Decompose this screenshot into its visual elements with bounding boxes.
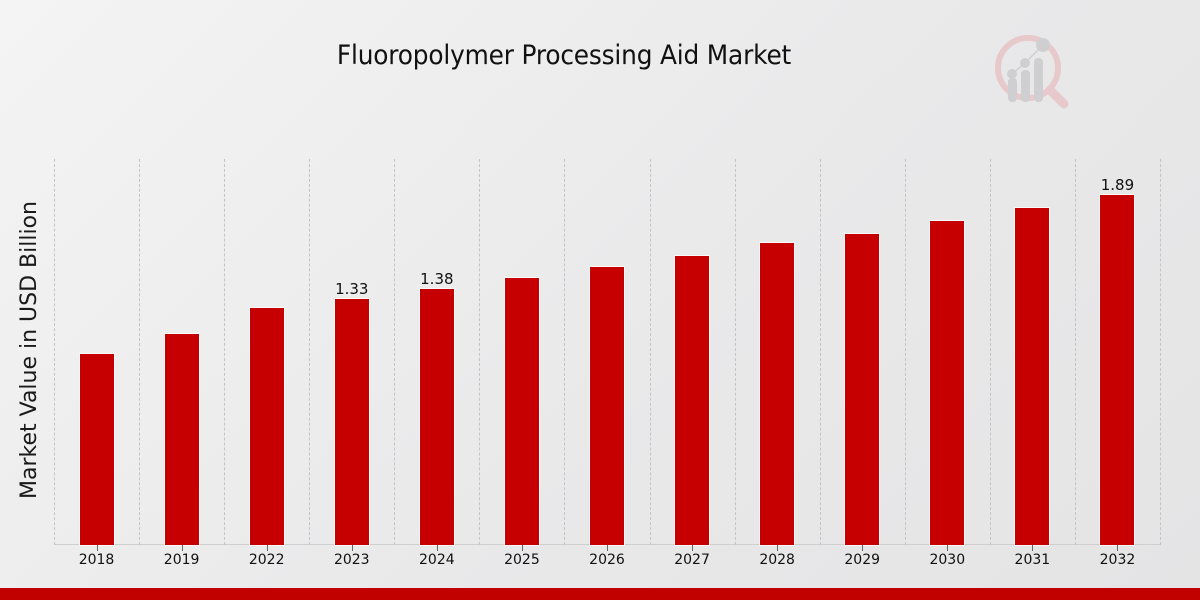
gridline — [479, 159, 481, 545]
gridline — [1160, 159, 1161, 545]
bar-2030 — [930, 221, 965, 545]
bar-2027 — [675, 256, 710, 545]
data-label-2023: 1.33 — [335, 280, 369, 298]
x-tick-label-2019: 2019 — [163, 552, 200, 568]
x-tick-label-2031: 2031 — [1014, 552, 1051, 568]
chart-title: Fluoropolymer Processing Aid Market — [336, 40, 792, 71]
x-tick-label-2022: 2022 — [248, 552, 285, 568]
bar-2022 — [249, 308, 284, 545]
plot-area: 1.33 1.38 1.89 — [54, 159, 1161, 551]
x-tick-mark — [521, 545, 523, 551]
y-axis-label: Market Value in USD Billion — [17, 200, 42, 500]
x-tick-label-2025: 2025 — [504, 552, 540, 568]
bar-2031 — [1015, 208, 1050, 545]
gridline — [309, 159, 311, 545]
gridline — [54, 159, 55, 545]
bar-2026 — [590, 267, 624, 545]
gridline — [394, 159, 396, 545]
bar-2019 — [164, 334, 199, 545]
magnifier-bar-chart-logo-icon — [995, 35, 1069, 109]
bar-2018 — [79, 354, 114, 545]
x-tick-mark — [436, 545, 438, 551]
x-tick-label-2026: 2026 — [589, 552, 625, 568]
x-tick-label-2027: 2027 — [674, 552, 710, 568]
x-tick-label-2023: 2023 — [333, 552, 370, 568]
x-tick-label-2029: 2029 — [844, 552, 881, 568]
x-tick-mark — [692, 545, 694, 551]
gridline — [904, 159, 906, 545]
x-tick-label-2032: 2032 — [1099, 552, 1136, 568]
bar-2029 — [845, 234, 880, 545]
x-tick-mark — [1032, 545, 1034, 551]
gridline — [224, 159, 226, 545]
gridline — [1074, 159, 1076, 545]
gridline — [734, 159, 736, 545]
gridline — [649, 159, 651, 545]
x-tick-mark — [607, 545, 608, 551]
data-label-2024: 1.38 — [420, 270, 454, 288]
x-tick-mark — [947, 545, 949, 551]
bar-2025 — [504, 278, 539, 545]
gridline — [139, 159, 141, 545]
footer-bar — [0, 588, 1200, 600]
x-tick-mark — [777, 545, 779, 551]
gridline — [564, 159, 566, 545]
x-tick-mark — [181, 545, 183, 551]
gridline — [989, 159, 991, 545]
x-tick-label-2018: 2018 — [78, 552, 115, 568]
x-tick-mark — [96, 545, 98, 551]
x-tick-label-2028: 2028 — [759, 552, 795, 568]
gridline — [819, 159, 821, 545]
x-tick-label-2024: 2024 — [419, 552, 455, 568]
data-label-2032: 1.89 — [1100, 176, 1135, 194]
bar-2024 — [419, 289, 454, 545]
x-tick-mark — [266, 545, 268, 551]
bar-2032 — [1100, 195, 1135, 545]
x-tick-label-2030: 2030 — [929, 552, 966, 568]
x-tick-mark — [1117, 545, 1119, 551]
x-tick-mark — [862, 545, 864, 551]
bar-2028 — [760, 243, 795, 545]
bar-2023 — [334, 299, 369, 545]
x-tick-mark — [351, 545, 353, 551]
